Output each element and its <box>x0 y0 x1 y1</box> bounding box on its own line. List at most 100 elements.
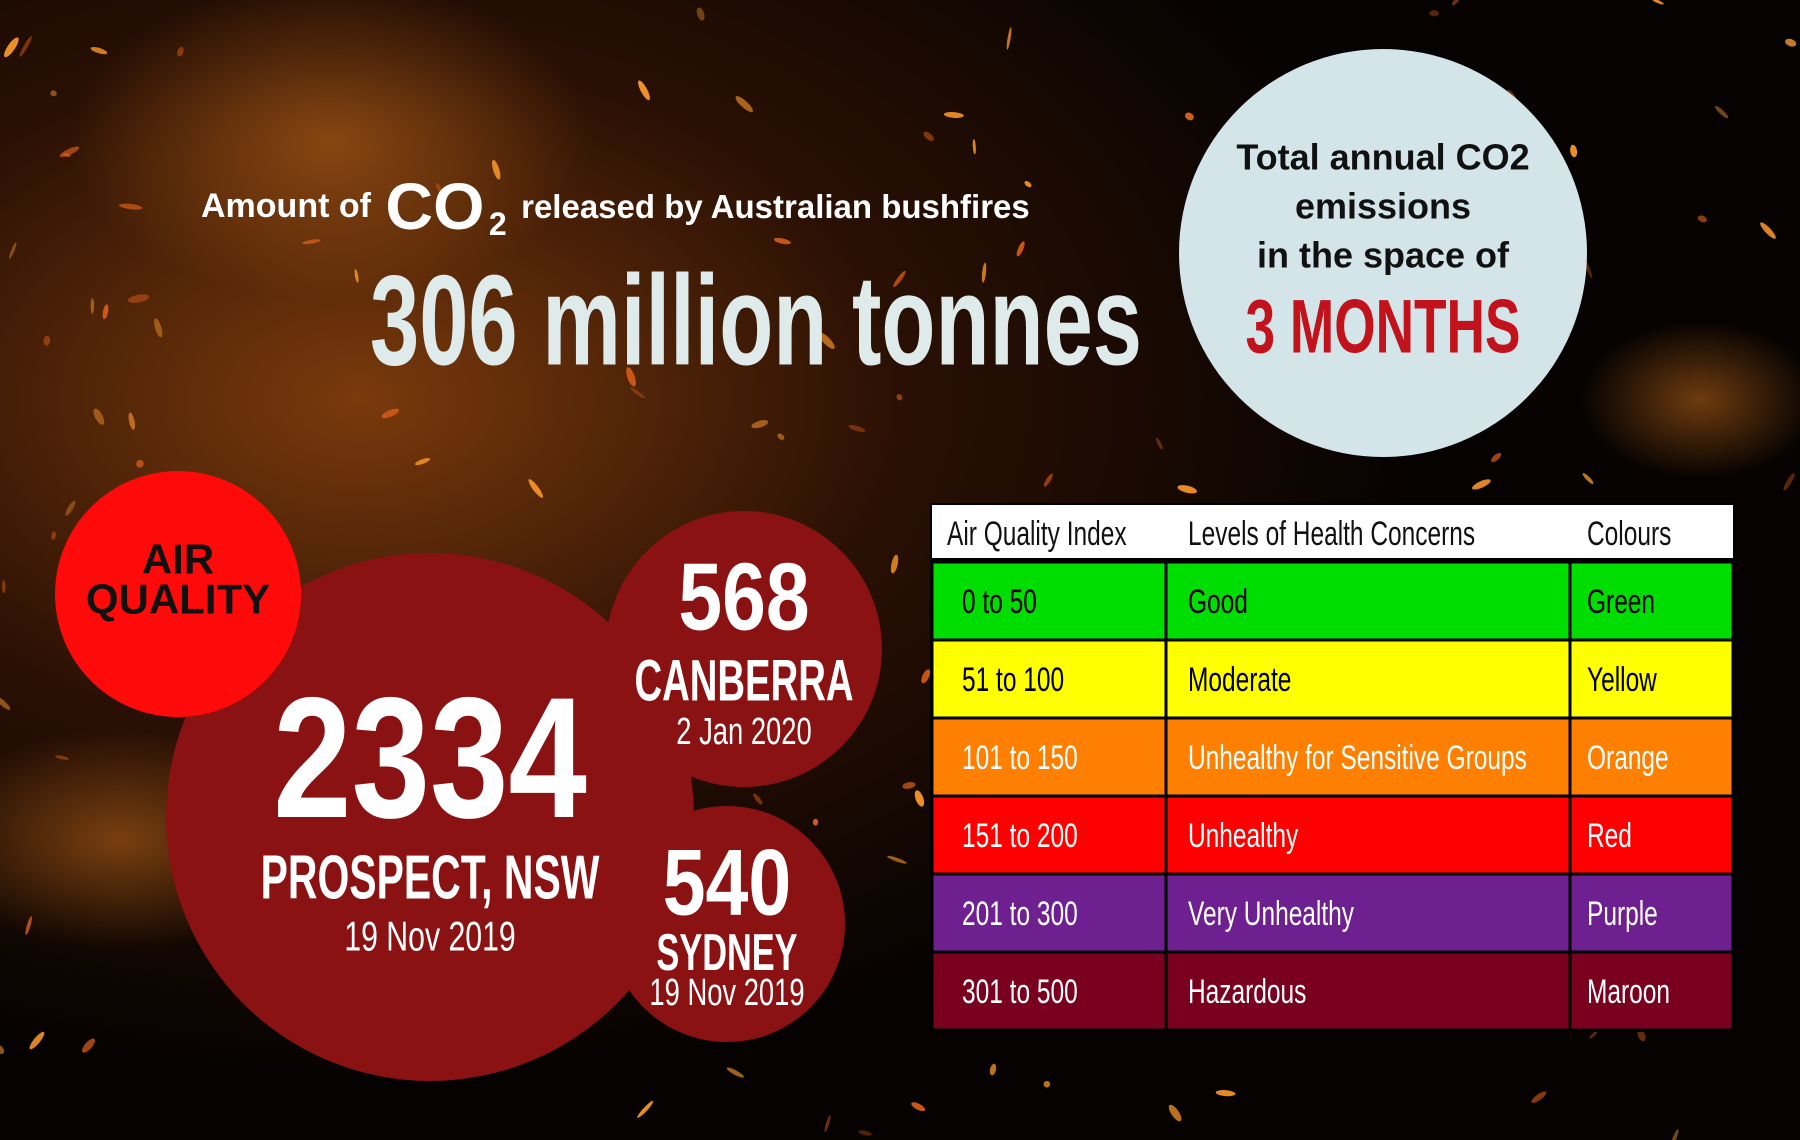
spark <box>1651 0 1664 5</box>
reading-value: 568 <box>678 544 809 651</box>
spark <box>696 7 705 21</box>
spark <box>436 183 443 195</box>
spark <box>1043 473 1053 487</box>
spark <box>302 239 321 245</box>
spark <box>1760 222 1776 239</box>
spark <box>1570 144 1578 158</box>
callout-highlight: 3 MONTHS <box>1246 285 1521 370</box>
table-cell <box>933 641 1165 717</box>
spark <box>127 294 150 303</box>
table-cell-text: Very Unhealthy <box>1188 895 1354 933</box>
table-cell <box>933 719 1165 795</box>
table-cell <box>933 875 1165 951</box>
spark <box>637 1100 654 1118</box>
table-cell-text: 51 to 100 <box>962 661 1064 699</box>
table-cell-text: Hazardous <box>1188 973 1306 1011</box>
spark <box>1714 106 1729 119</box>
table-header-cell: Levels of Health Concerns <box>1188 515 1475 553</box>
spark <box>1589 1030 1598 1039</box>
table-cell-text: 201 to 300 <box>962 895 1078 933</box>
spark <box>90 47 108 55</box>
callout-line: in the space of <box>1257 235 1510 276</box>
spark <box>1471 479 1491 490</box>
table-header-cell: Colours <box>1587 515 1671 553</box>
spark <box>972 139 976 155</box>
spark <box>914 790 925 807</box>
spark <box>51 531 57 540</box>
spark <box>1155 437 1163 450</box>
spark <box>824 1115 831 1132</box>
spark <box>753 793 763 805</box>
table-cell <box>1571 875 1732 951</box>
spark <box>943 111 964 118</box>
table-cell <box>1167 797 1569 873</box>
spark <box>902 782 916 789</box>
spark <box>1637 1029 1646 1042</box>
spark <box>1215 1090 1236 1097</box>
title-chem: CO <box>385 169 484 243</box>
spark <box>90 298 95 314</box>
reading-date: 19 Nov 2019 <box>649 972 804 1014</box>
callout-circle <box>1179 49 1587 457</box>
spark <box>989 1063 997 1076</box>
reading-value: 540 <box>663 830 792 935</box>
table-cell <box>1571 563 1732 639</box>
spark <box>1 580 6 594</box>
spark <box>0 696 11 710</box>
spark <box>818 332 835 349</box>
spark <box>1429 10 1440 17</box>
label-circle <box>55 471 301 717</box>
reading-location: CANBERRA <box>634 649 853 714</box>
spark <box>19 36 32 57</box>
table-cell <box>1167 875 1569 951</box>
spark <box>1024 181 1032 188</box>
reading-circle <box>166 553 694 1081</box>
reading-circle <box>609 806 845 1042</box>
table-header <box>932 505 1733 558</box>
table: Air Quality Index Levels of Health Concer… <box>933 515 1732 1029</box>
table-cell-text: Good <box>1188 583 1248 621</box>
title: Amount of CO 2 released by Australian bu… <box>201 169 1030 243</box>
spark <box>9 242 17 259</box>
reading-location: PROSPECT, NSW <box>261 844 600 913</box>
callout-line: emissions <box>1295 186 1471 227</box>
glow <box>70 0 590 300</box>
aq-label: QUALITY <box>86 576 270 623</box>
table-cell-text: 301 to 500 <box>962 973 1078 1011</box>
spark <box>492 160 501 180</box>
spark <box>4 37 19 58</box>
spark <box>93 408 105 425</box>
spark <box>777 433 785 440</box>
spark <box>1177 485 1197 494</box>
spark <box>43 335 51 346</box>
spark <box>923 131 934 141</box>
table-cell-text: Unhealthy for Sensitive Groups <box>1188 739 1527 777</box>
spark <box>65 500 76 516</box>
reading-location: SYDNEY <box>656 924 797 982</box>
table-cell <box>1167 641 1569 717</box>
table-cell <box>1571 719 1732 795</box>
spark <box>153 318 163 338</box>
glow <box>1580 320 1800 480</box>
spark <box>735 96 753 113</box>
spark <box>626 367 636 387</box>
spark <box>858 1130 872 1136</box>
spark <box>177 46 184 57</box>
spark <box>102 304 109 320</box>
table-cell <box>933 563 1165 639</box>
spark <box>25 916 32 935</box>
table-cell-text: 101 to 150 <box>962 739 1078 777</box>
callout-line: Total annual CO2 <box>1236 137 1529 178</box>
spark <box>54 755 69 760</box>
spark <box>1043 1080 1051 1088</box>
headline: 306 million tonnes <box>370 250 1142 393</box>
spark <box>136 459 144 468</box>
table-cell <box>1167 563 1569 639</box>
table-cell <box>1571 953 1732 1029</box>
spark <box>1006 27 1012 50</box>
spark <box>726 317 734 330</box>
spark <box>726 1067 744 1078</box>
spark <box>911 1102 926 1112</box>
spark <box>50 90 57 97</box>
table-cell <box>1571 641 1732 717</box>
